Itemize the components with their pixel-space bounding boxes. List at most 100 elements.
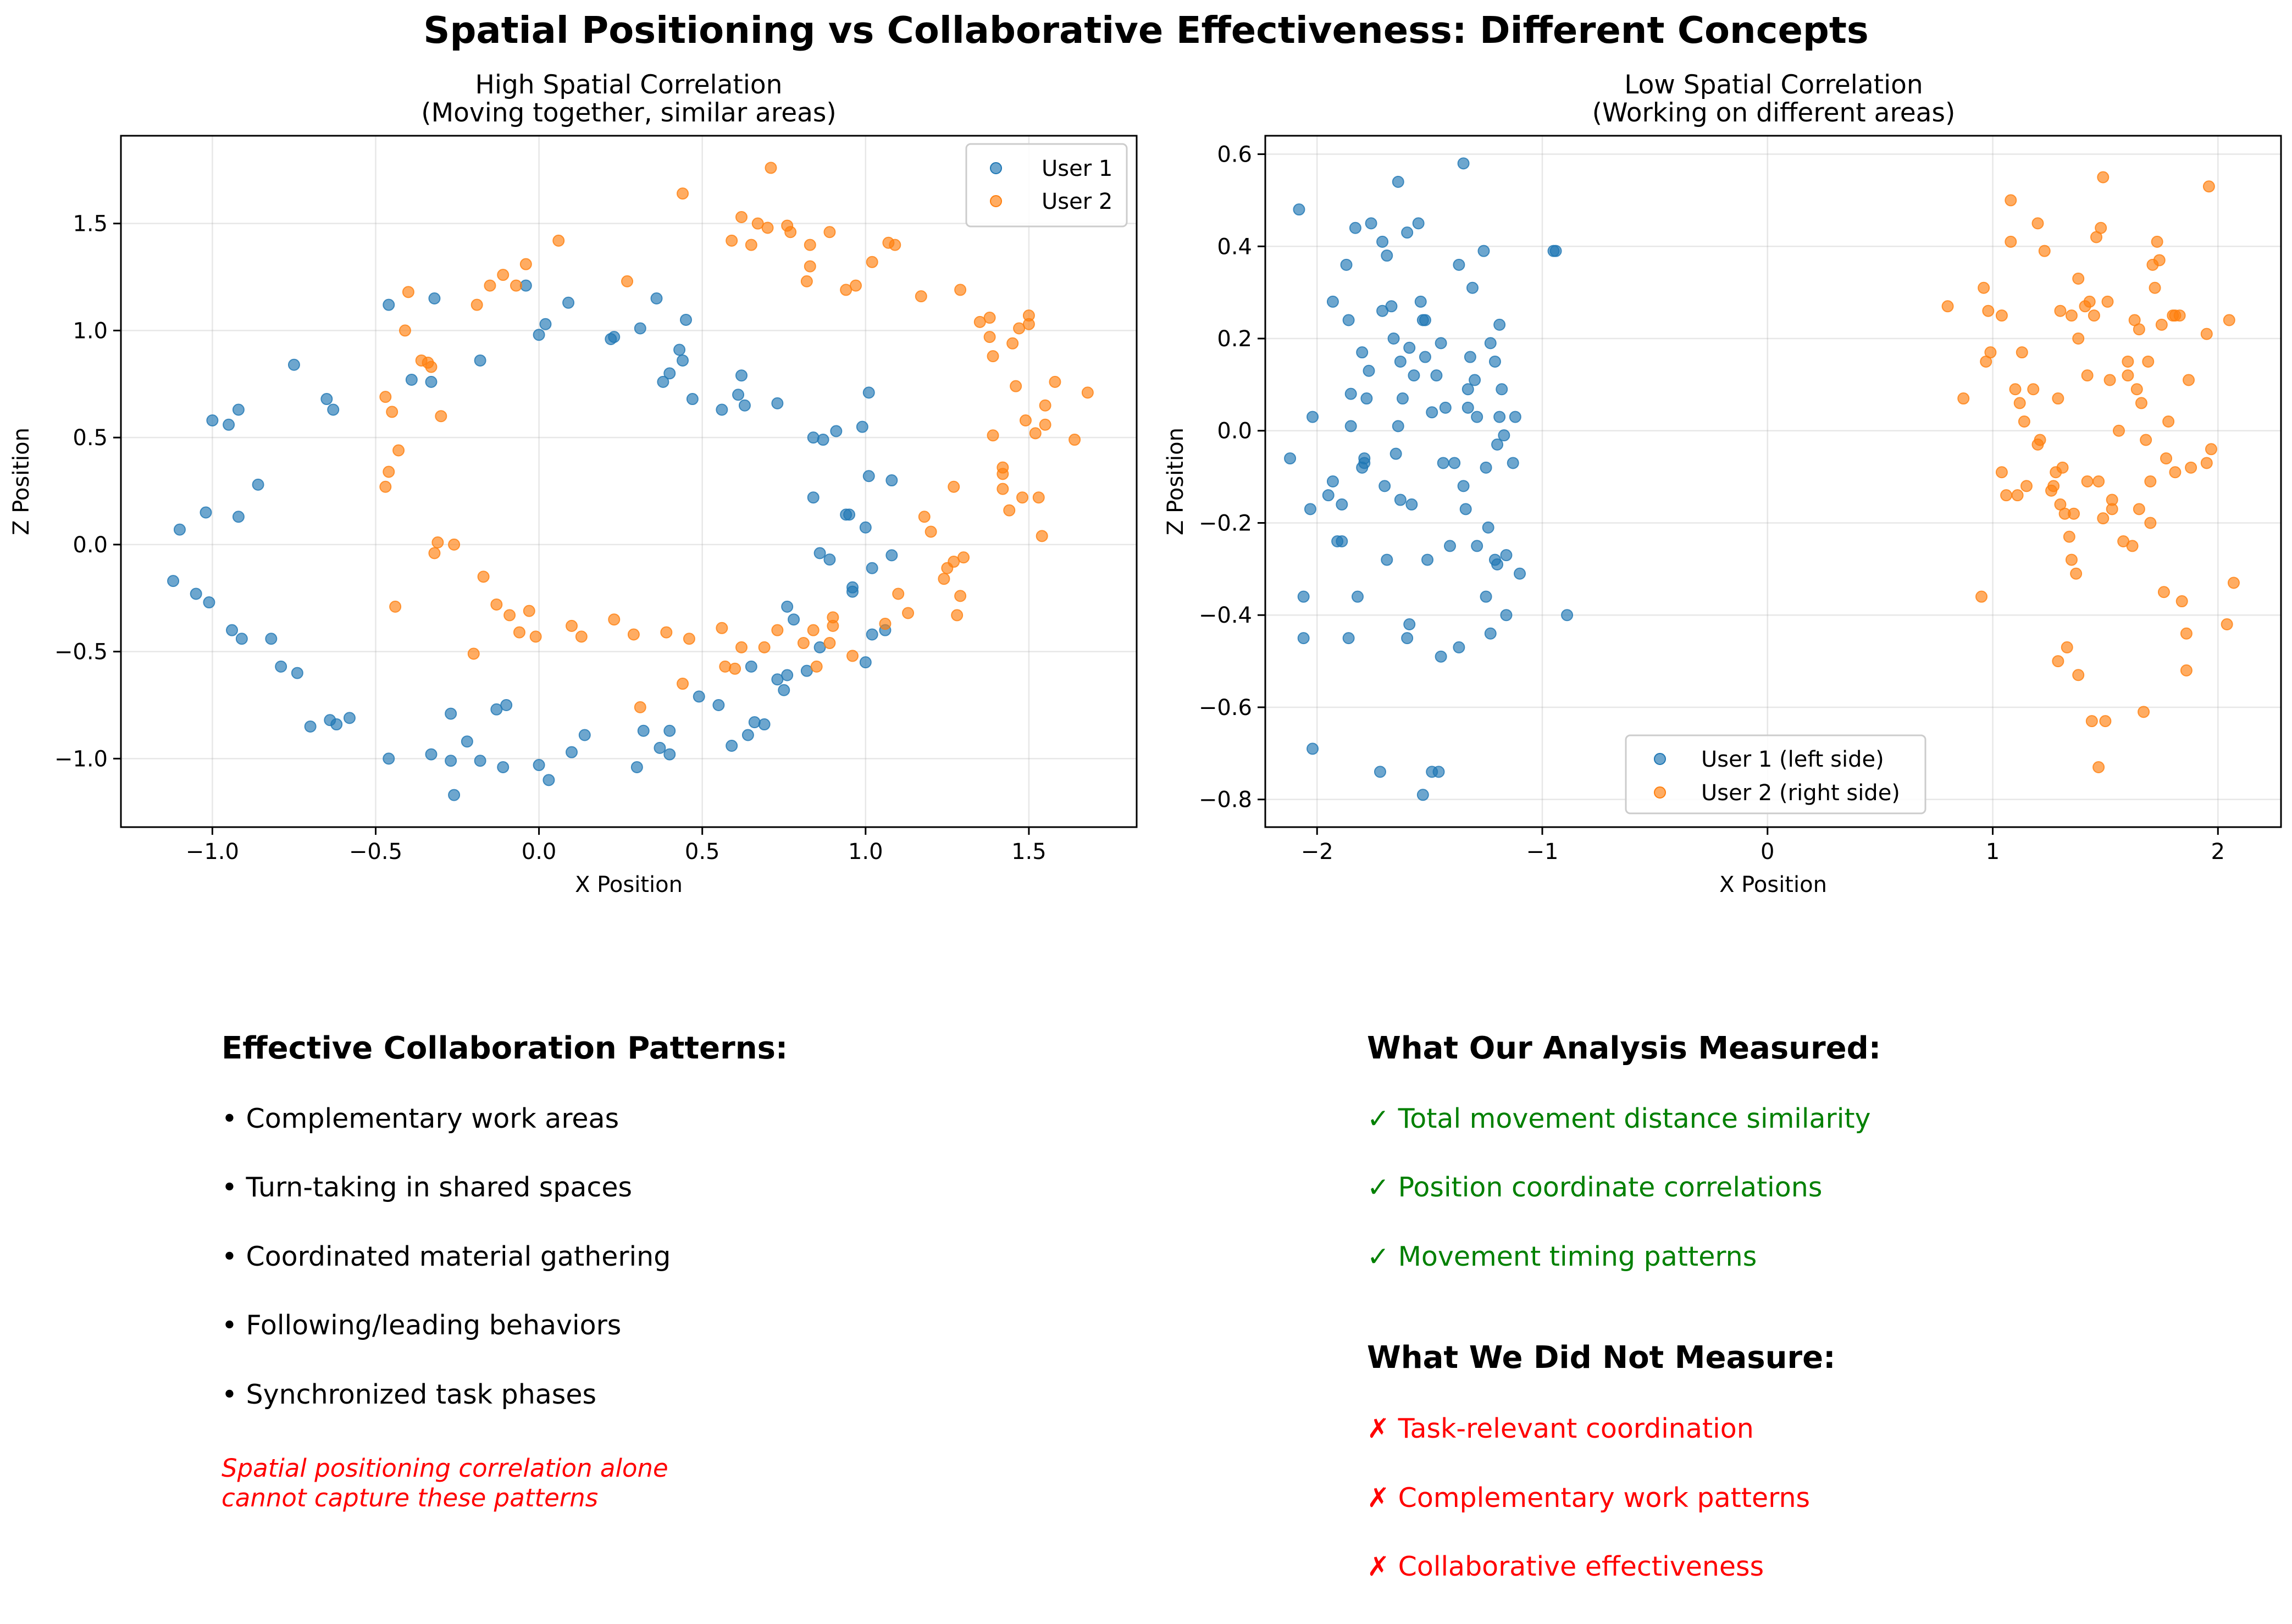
chart1-point-user1 — [813, 641, 826, 653]
chart2-point-user1 — [1561, 609, 1574, 622]
chart2-point-user1 — [1453, 258, 1465, 271]
chart1-point-user2 — [797, 637, 810, 650]
chart2-point-user1 — [1401, 632, 1414, 645]
chart1-point-user2 — [386, 406, 398, 418]
chart2-point-user2 — [2085, 715, 2098, 728]
chart2-point-user2 — [2142, 355, 2155, 368]
chart1-point-user1 — [830, 425, 843, 437]
chart2-point-user1 — [1342, 314, 1355, 326]
chart1-point-user2 — [1013, 322, 1026, 335]
chart1-point-user2 — [804, 239, 816, 251]
chart2-point-user1 — [1500, 609, 1513, 622]
chart2-point-user2 — [2180, 627, 2193, 640]
chart1-point-user2 — [758, 641, 771, 653]
chart1-point-user2 — [954, 590, 967, 602]
chart1-point-user2 — [827, 611, 839, 624]
chart2-point-user1 — [1365, 217, 1377, 230]
chart2-ticks: −2 −1 0 1 2 −0.8 −0.6 −0.4 −0.2 0.0 0.2 0.4 0.6 — [1199, 142, 2225, 864]
chart1-point-user2 — [735, 641, 748, 653]
chart1-point-user1 — [885, 474, 898, 487]
chart1-y-tick-label: 0.5 — [73, 425, 108, 451]
chart1-point-user1 — [862, 386, 875, 399]
chart2-point-user1 — [1358, 457, 1371, 469]
chart1-point-user2 — [729, 662, 741, 675]
chart2-point-user2 — [2081, 369, 2094, 382]
chart1-point-user2 — [716, 622, 728, 634]
chart2-point-user1 — [1419, 314, 1431, 326]
chart2-point-user1 — [1498, 429, 1510, 442]
chart2-point-user1 — [1484, 337, 1497, 350]
chart1-point-user1 — [732, 389, 745, 401]
chart2-point-user1 — [1394, 355, 1407, 368]
chart1-point-user1 — [203, 596, 215, 609]
chart1-point-user2 — [1039, 418, 1051, 431]
chart1-legend: User 1 User 2 — [965, 143, 1128, 228]
chart1-point-user2 — [771, 624, 784, 636]
chart2-y-tick-label: −0.4 — [1199, 603, 1252, 628]
chart2-point-user2 — [2081, 475, 2094, 487]
chart2-point-user2 — [2140, 434, 2152, 446]
chart2-y-tick-label: 0.6 — [1217, 142, 1252, 168]
chart1-point-user1 — [693, 690, 705, 703]
chart1-x-tick-label: −0.5 — [349, 839, 402, 864]
chart2-point-user1 — [1326, 295, 1339, 308]
chart1-point-user1 — [654, 741, 666, 754]
chart1-y-tick-label: 1.5 — [73, 212, 108, 237]
chart1-point-user2 — [435, 410, 447, 423]
chart1-point-user2 — [784, 226, 797, 239]
chart-low-correlation: Low Spatial Correlation (Working on diff… — [1163, 70, 2282, 897]
chart2-point-user1 — [1461, 383, 1474, 396]
chart1-point-user2 — [484, 279, 496, 292]
chart2-point-user1 — [1306, 742, 1319, 755]
chart1-point-user1 — [343, 712, 356, 724]
chart2-point-user1 — [1496, 383, 1508, 396]
chart1-point-user2 — [503, 609, 516, 622]
chart2-point-user1 — [1344, 420, 1357, 433]
chart1-point-user2 — [1010, 380, 1022, 392]
chart2-point-user1 — [1376, 235, 1389, 248]
chart1-point-user2 — [627, 628, 640, 641]
chart1-point-user1 — [771, 397, 784, 409]
chart1-point-user2 — [383, 465, 395, 478]
chart2-point-user1 — [1437, 457, 1449, 469]
chart1-title-line1: High Spatial Correlation — [475, 70, 783, 100]
chart2-point-user1 — [1356, 346, 1369, 359]
chart1-point-user2 — [513, 626, 525, 639]
chart2-point-user2 — [2011, 489, 2024, 502]
chart2-point-user2 — [2112, 424, 2125, 437]
chart2-point-user2 — [2151, 235, 2163, 248]
chart2-point-user1 — [1491, 438, 1504, 451]
chart1-point-user1 — [679, 313, 692, 326]
chart2-point-user2 — [2092, 475, 2105, 487]
chart2-point-user2 — [2097, 512, 2110, 525]
caveat-note-line2: cannot capture these patterns — [222, 1483, 599, 1512]
chart2-legend-box — [1625, 734, 1926, 814]
chart2-point-user1 — [1507, 457, 1519, 469]
chart2-point-user1 — [1430, 369, 1443, 382]
chart1-x-tick-label: −1.0 — [186, 839, 239, 864]
chart2-y-tick-label: −0.6 — [1199, 695, 1252, 720]
chart1-point-user2 — [477, 570, 490, 583]
chart2-point-user1 — [1435, 650, 1447, 663]
chart2-point-user1 — [1340, 258, 1353, 271]
chart2-point-user1 — [1405, 498, 1418, 511]
chart1-y-tick-label: −0.5 — [54, 640, 108, 665]
chart1-point-user2 — [575, 630, 588, 643]
chart1-point-user1 — [634, 322, 646, 335]
chart1-legend-label-user2: User 2 — [1042, 189, 1112, 214]
chart1-point-user2 — [392, 444, 405, 457]
chart2-point-user1 — [1482, 521, 1494, 534]
chart2-point-user2 — [2034, 434, 2046, 446]
chart1-point-user1 — [788, 613, 800, 626]
chart1-point-user2 — [379, 480, 392, 493]
chart1-point-user2 — [983, 312, 996, 324]
chart1-point-user1 — [637, 724, 650, 737]
chart1-legend-marker-user1 — [990, 162, 1002, 174]
chart2-point-user2 — [2101, 295, 2114, 308]
chart2-point-user2 — [2221, 618, 2233, 630]
chart2-y-tick-label: 0.0 — [1217, 419, 1252, 444]
chart2-point-user2 — [2200, 328, 2213, 340]
chart1-point-user1 — [738, 399, 751, 412]
chart1-point-user2 — [1069, 434, 1081, 446]
chart1-point-user1 — [291, 667, 303, 679]
